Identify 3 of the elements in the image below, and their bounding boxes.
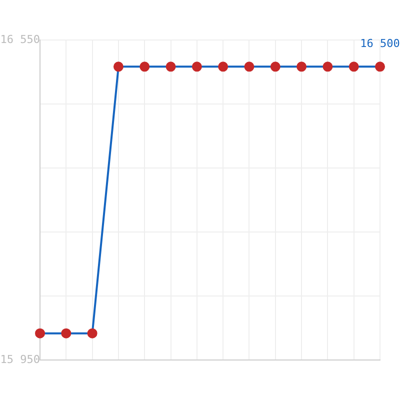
y-tick-label: 15 950 — [0, 352, 40, 366]
y-tick-label: 16 550 — [0, 32, 40, 46]
data-label: 16 500 — [360, 37, 400, 50]
